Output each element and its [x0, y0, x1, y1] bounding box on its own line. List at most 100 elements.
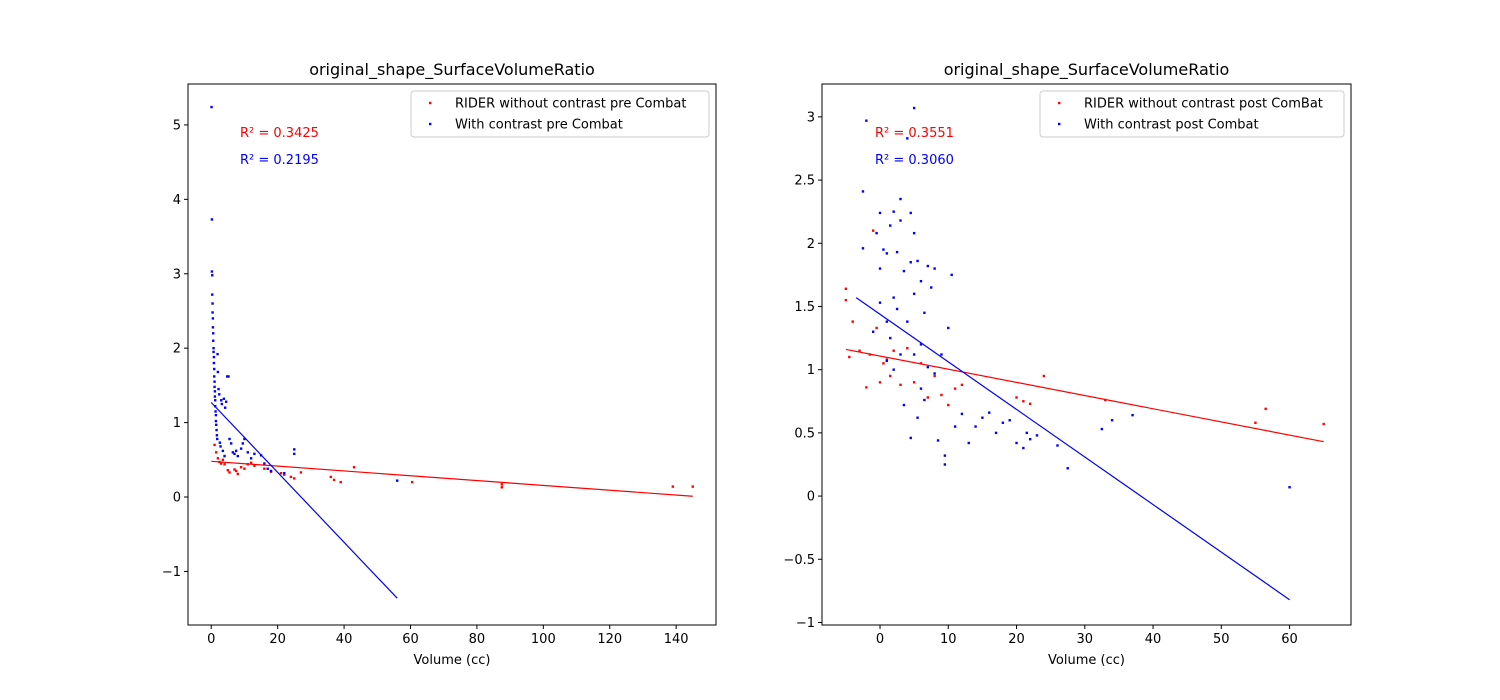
- data-point: [916, 259, 919, 263]
- data-point: [223, 454, 226, 458]
- data-point: [885, 252, 889, 255]
- y-tick-label: 0.5: [794, 426, 815, 441]
- x-tick-label: 40: [336, 632, 353, 647]
- data-point: [211, 317, 215, 320]
- legend-entry: With contrast post Combat: [1084, 118, 1259, 133]
- data-point: [885, 359, 889, 363]
- data-point: [1042, 374, 1046, 378]
- x-tick-label: 40: [1145, 632, 1162, 647]
- data-point: [220, 402, 224, 406]
- data-point: [885, 320, 889, 323]
- y-tick-label: −0.5: [783, 553, 815, 568]
- x-axis-label: Volume (cc): [414, 653, 491, 668]
- data-point: [892, 296, 895, 299]
- data-point: [871, 229, 875, 232]
- y-tick-label: 2: [173, 342, 181, 357]
- data-point: [222, 397, 226, 400]
- data-point: [919, 387, 923, 390]
- data-point: [953, 387, 957, 390]
- data-point: [269, 469, 273, 473]
- data-point: [212, 346, 215, 350]
- data-point: [211, 293, 214, 296]
- data-point: [865, 386, 868, 389]
- x-tick-label: 20: [1008, 632, 1025, 647]
- data-point: [211, 274, 214, 277]
- y-tick-label: 1: [807, 363, 815, 378]
- data-point: [899, 219, 902, 222]
- y-tick-label: 2.5: [794, 174, 815, 189]
- data-point: [213, 380, 216, 383]
- data-point: [844, 287, 848, 290]
- legend-marker: [1058, 101, 1061, 105]
- data-point: [916, 416, 919, 419]
- y-tick-label: 3: [807, 110, 815, 125]
- data-point: [947, 326, 950, 330]
- data-point: [906, 320, 909, 323]
- data-point: [213, 367, 216, 371]
- data-point: [1028, 402, 1032, 405]
- data-point: [396, 479, 399, 482]
- data-point: [895, 250, 899, 254]
- data-point: [882, 362, 885, 365]
- data-point: [236, 472, 240, 476]
- data-point: [227, 375, 230, 378]
- data-point: [919, 343, 923, 346]
- x-tick-label: 10: [940, 632, 957, 647]
- data-point: [243, 467, 246, 470]
- data-point: [216, 457, 220, 460]
- data-point: [234, 469, 238, 473]
- data-point: [293, 448, 296, 451]
- data-point: [1022, 400, 1025, 403]
- data-point: [233, 468, 236, 471]
- data-point: [218, 393, 221, 396]
- data-point: [216, 370, 220, 374]
- data-point: [861, 247, 865, 250]
- data-point: [930, 286, 933, 289]
- data-point: [220, 399, 223, 402]
- legend-entry: RIDER without contrast pre Combat: [455, 97, 686, 112]
- data-point: [1015, 396, 1018, 399]
- data-point: [216, 352, 219, 356]
- regression-line-1: [210, 402, 398, 599]
- data-point: [861, 190, 865, 193]
- data-point: [950, 273, 953, 277]
- data-point: [960, 412, 964, 416]
- r-squared-annotation: R² = 0.3425: [240, 126, 319, 141]
- data-point: [933, 374, 936, 378]
- y-tick-label: −1: [796, 616, 815, 631]
- data-point: [892, 368, 895, 371]
- data-point: [1110, 419, 1114, 422]
- data-point: [283, 473, 286, 476]
- y-tick-label: 4: [173, 193, 181, 208]
- x-tick-label: 0: [876, 632, 884, 647]
- data-point: [926, 365, 929, 369]
- data-point: [1035, 434, 1039, 437]
- data-point: [241, 442, 244, 445]
- legend-frame: [410, 90, 710, 138]
- r-squared-annotation: R² = 0.3551: [875, 126, 954, 141]
- y-tick-label: 3: [173, 267, 181, 282]
- data-point: [909, 436, 912, 440]
- data-point: [214, 413, 218, 417]
- data-point: [875, 326, 878, 330]
- data-point: [213, 375, 216, 378]
- data-point: [865, 119, 868, 122]
- data-point: [943, 463, 947, 466]
- data-point: [912, 292, 916, 296]
- data-point: [919, 279, 923, 283]
- series-1: [210, 105, 399, 482]
- data-point: [1028, 437, 1032, 441]
- data-point: [210, 218, 214, 221]
- x-tick-label: 60: [1281, 632, 1298, 647]
- x-tick-label: 50: [1213, 632, 1230, 647]
- data-point: [210, 270, 214, 273]
- data-point: [902, 269, 906, 273]
- data-point: [500, 486, 504, 489]
- x-tick-label: 0: [207, 632, 215, 647]
- data-point: [214, 399, 217, 402]
- data-point: [906, 137, 909, 140]
- data-point: [352, 466, 356, 469]
- data-point: [909, 211, 912, 215]
